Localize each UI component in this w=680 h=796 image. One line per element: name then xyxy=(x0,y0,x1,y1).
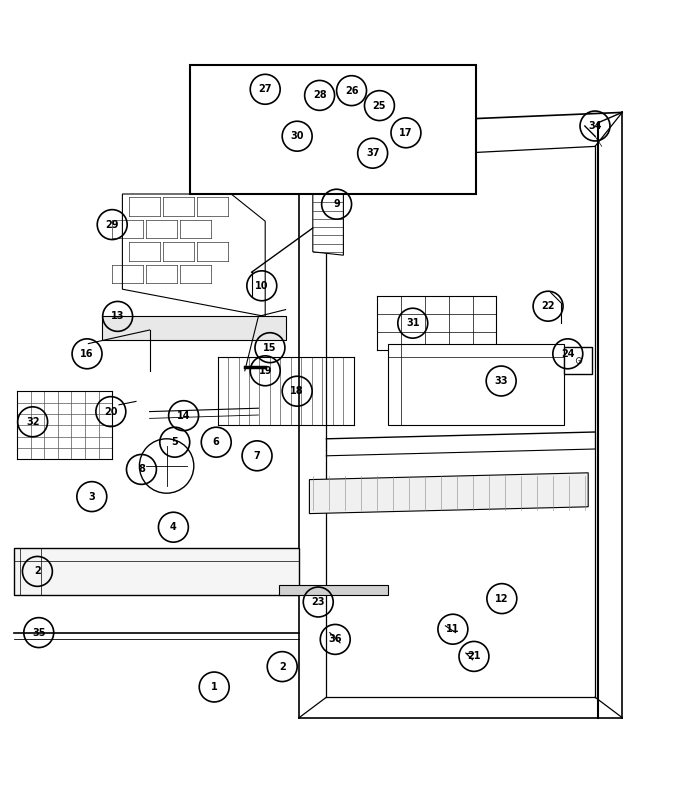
Text: 30: 30 xyxy=(290,131,304,141)
Text: 7: 7 xyxy=(254,451,260,461)
Text: 31: 31 xyxy=(406,318,420,328)
Polygon shape xyxy=(309,473,588,513)
Text: 16: 16 xyxy=(80,349,94,359)
Text: 21: 21 xyxy=(467,651,481,661)
Text: 1: 1 xyxy=(211,682,218,692)
Text: 20: 20 xyxy=(104,407,118,416)
Text: 10: 10 xyxy=(255,281,269,291)
FancyBboxPatch shape xyxy=(190,64,476,194)
Text: 24: 24 xyxy=(561,349,575,359)
Text: 18: 18 xyxy=(290,386,304,396)
Text: 6: 6 xyxy=(213,437,220,447)
Text: 28: 28 xyxy=(313,91,326,100)
Polygon shape xyxy=(388,344,564,425)
Polygon shape xyxy=(14,548,299,595)
Text: 3: 3 xyxy=(88,492,95,501)
Text: 17: 17 xyxy=(399,128,413,138)
Text: 2: 2 xyxy=(279,661,286,672)
Text: 2: 2 xyxy=(34,567,41,576)
Polygon shape xyxy=(279,585,388,595)
Text: 5: 5 xyxy=(171,437,178,447)
Text: 22: 22 xyxy=(541,301,555,311)
Text: 29: 29 xyxy=(105,220,119,229)
Text: 33: 33 xyxy=(494,376,508,386)
Text: 12: 12 xyxy=(495,594,509,603)
Text: 34: 34 xyxy=(588,121,602,131)
Text: 25: 25 xyxy=(373,100,386,111)
Text: 23: 23 xyxy=(311,597,325,607)
Text: 8: 8 xyxy=(138,464,145,474)
Text: 14: 14 xyxy=(177,411,190,420)
Text: 15: 15 xyxy=(263,343,277,353)
Polygon shape xyxy=(313,190,343,256)
Text: 27: 27 xyxy=(258,84,272,94)
Text: 36: 36 xyxy=(328,634,342,645)
Text: 19: 19 xyxy=(258,366,272,376)
Text: 32: 32 xyxy=(26,417,39,427)
Text: 35: 35 xyxy=(32,627,46,638)
Text: 4: 4 xyxy=(170,522,177,533)
Text: 37: 37 xyxy=(366,148,379,158)
Text: 26: 26 xyxy=(345,86,358,96)
Text: 11: 11 xyxy=(446,624,460,634)
FancyBboxPatch shape xyxy=(564,347,592,374)
Polygon shape xyxy=(102,316,286,340)
Text: 9: 9 xyxy=(333,199,340,209)
Polygon shape xyxy=(122,194,265,316)
Text: 13: 13 xyxy=(111,311,124,322)
Text: ⊙: ⊙ xyxy=(574,356,582,365)
